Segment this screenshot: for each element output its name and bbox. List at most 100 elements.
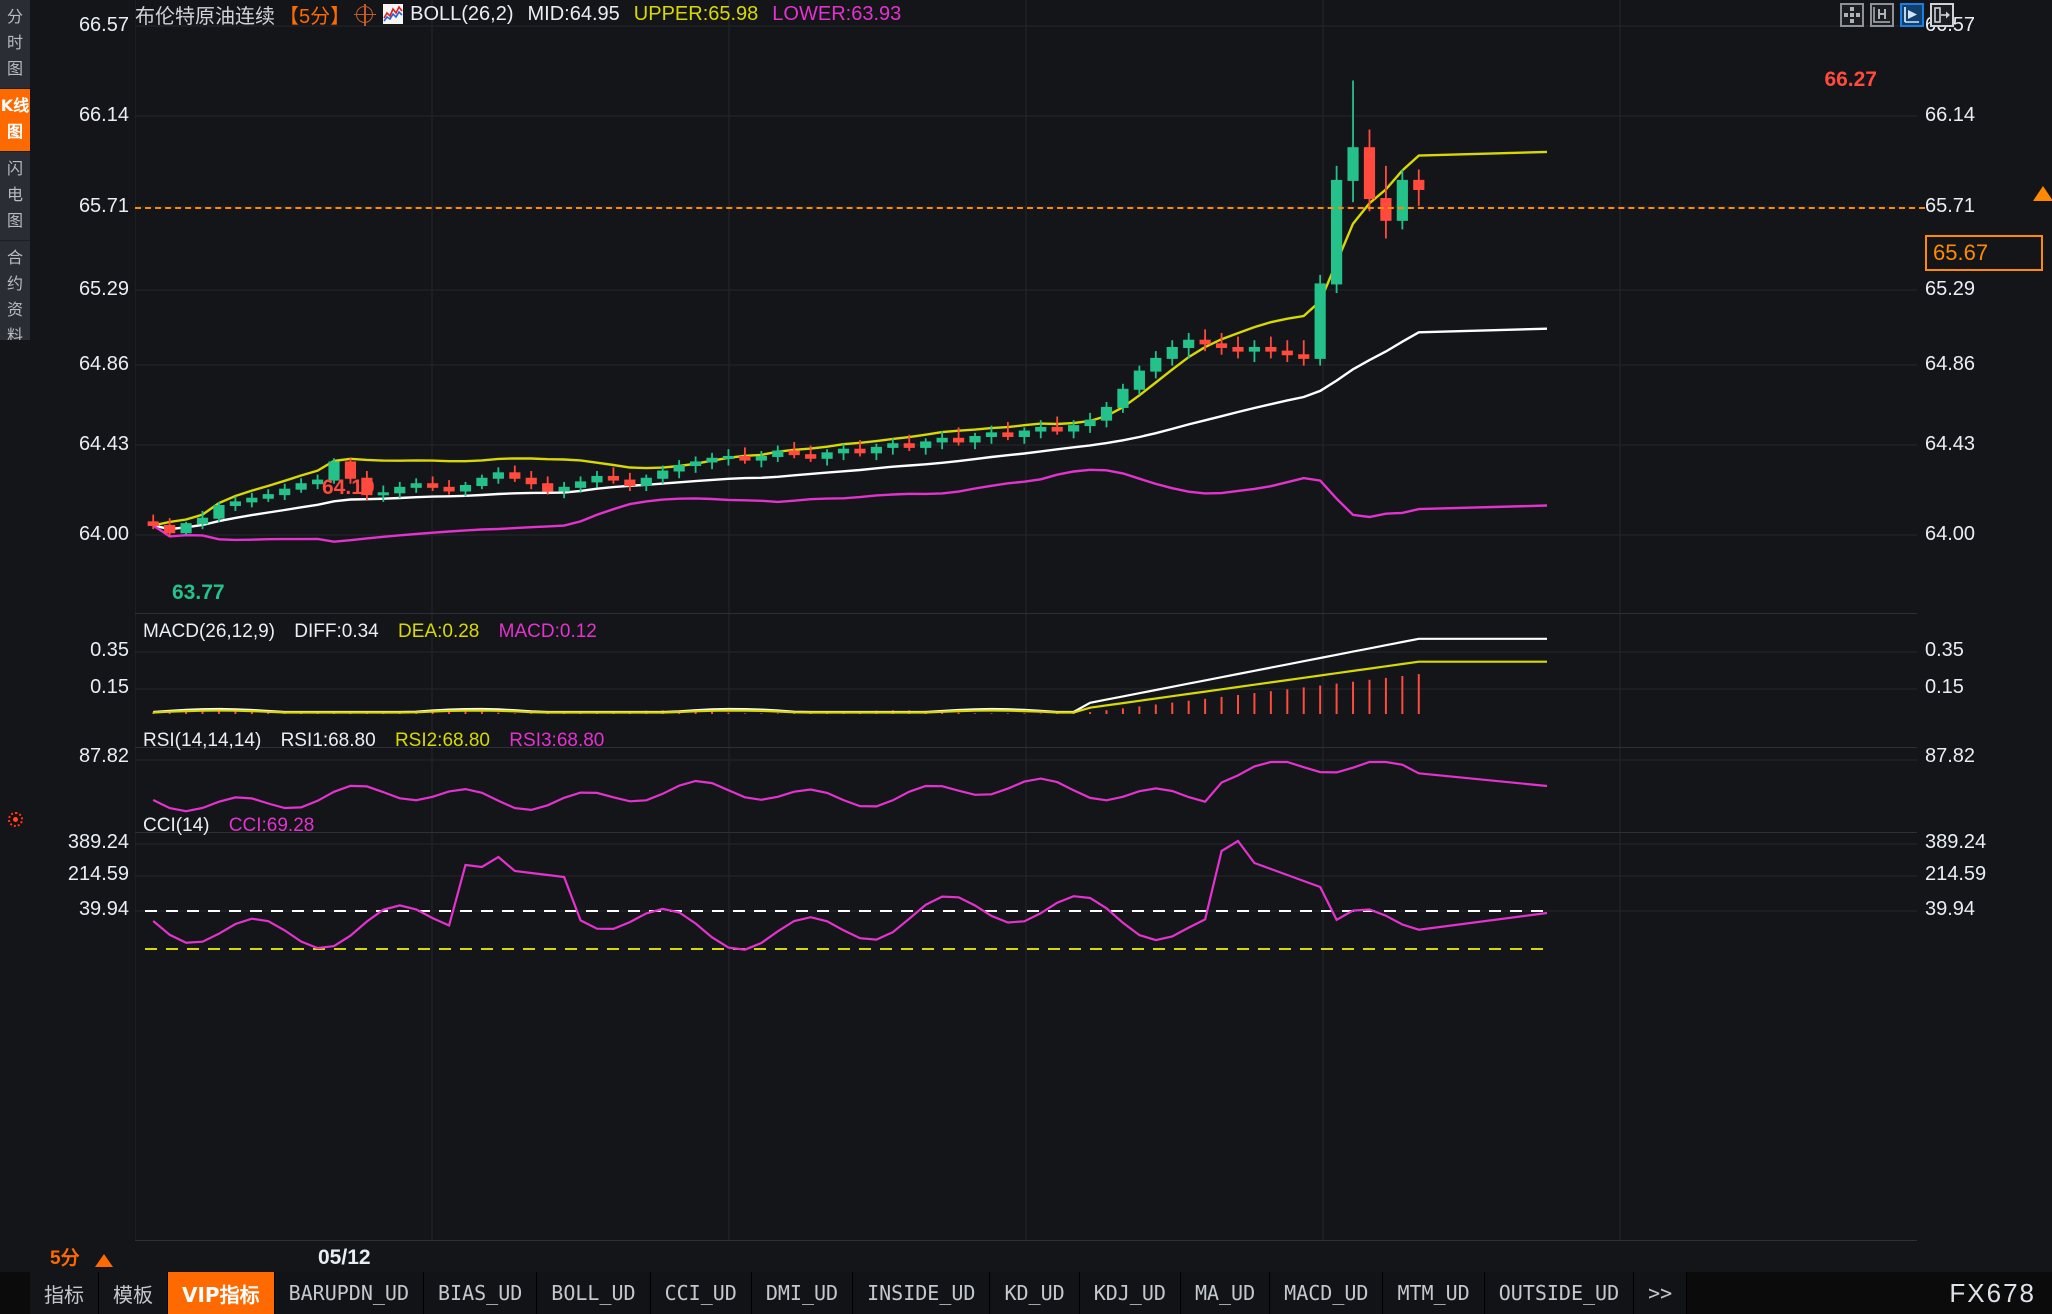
macd-macd-value: MACD:0.12 bbox=[498, 621, 597, 642]
chart-tool-buttons bbox=[1840, 3, 1954, 27]
boll-mid-value: MID:64.95 bbox=[527, 2, 620, 25]
annotation-period-high: 66.27 bbox=[1824, 68, 1877, 91]
boll-lower-value: LOWER:63.93 bbox=[772, 2, 902, 25]
tab-ma-ud[interactable]: MA_UD bbox=[1180, 1272, 1271, 1314]
tab-label: KDJ_UD bbox=[1093, 1281, 1166, 1305]
cci-value: CCI:69.28 bbox=[228, 815, 315, 836]
price-pane[interactable] bbox=[134, 0, 1917, 613]
price-tick-6-right: 64.00 bbox=[1925, 523, 1976, 545]
instrument-name: 布伦特原油连续 bbox=[135, 5, 275, 28]
boll-label: BOLL(26,2) bbox=[410, 2, 514, 25]
price-tick-1: 66.14 bbox=[78, 104, 129, 126]
cci-tick-2-right: 39.94 bbox=[1925, 898, 1976, 920]
crosshair-icon[interactable] bbox=[354, 3, 377, 26]
tab-[interactable]: 指标 bbox=[30, 1272, 99, 1314]
macd-tick-1-right: 0.15 bbox=[1925, 676, 1964, 698]
tab-vip[interactable]: VIP指标 bbox=[168, 1272, 275, 1314]
cci-title-label: CCI(14) bbox=[143, 815, 210, 836]
tab-bias-ud[interactable]: BIAS_UD bbox=[424, 1272, 538, 1314]
tab-label: BOLL_UD bbox=[551, 1281, 636, 1305]
macd-svg bbox=[134, 614, 1917, 748]
sidebar-filler bbox=[0, 340, 30, 1272]
price-tick-1-right: 66.14 bbox=[1925, 104, 1976, 126]
current-price-tag[interactable]: 65.67 bbox=[1925, 235, 2043, 271]
rsi-tick-0-right: 87.82 bbox=[1925, 745, 1976, 767]
rsi-pane-title: RSI(14,14,14) RSI1:68.80 RSI2:68.80 RSI3… bbox=[143, 730, 604, 752]
cci-tick-0-right: 389.24 bbox=[1925, 831, 1987, 853]
rsi-pane[interactable] bbox=[134, 747, 1917, 833]
price-candlestick-svg bbox=[134, 0, 1917, 613]
brand-logo: FX678 bbox=[1949, 1277, 2036, 1308]
tab-label: INSIDE_UD bbox=[867, 1281, 976, 1305]
tab-cci-ud[interactable]: CCI_UD bbox=[650, 1272, 752, 1314]
macd-tick-1: 0.15 bbox=[90, 676, 129, 698]
tab-kdj-ud[interactable]: KDJ_UD bbox=[1079, 1272, 1181, 1314]
sidebar-item-lightning[interactable]: 闪电图 bbox=[0, 152, 30, 241]
tab-boll-ud[interactable]: BOLL_UD bbox=[537, 1272, 651, 1314]
tab-macd-ud[interactable]: MACD_UD bbox=[1270, 1272, 1384, 1314]
shift-axis-icon[interactable] bbox=[1930, 3, 1954, 27]
price-tick-3: 65.29 bbox=[78, 278, 129, 300]
tab-label: 模板 bbox=[113, 1282, 153, 1307]
cci-tick-2: 39.94 bbox=[78, 898, 129, 920]
tab-label: VIP指标 bbox=[182, 1282, 260, 1307]
macd-tick-0: 0.35 bbox=[90, 639, 129, 661]
timeframe-up-triangle-icon[interactable] bbox=[95, 1254, 113, 1267]
tab-outside-ud[interactable]: OUTSIDE_UD bbox=[1484, 1272, 1635, 1314]
tab-label: BARUPDN_UD bbox=[288, 1281, 409, 1305]
price-tick-2-right: 65.71 bbox=[1925, 195, 1976, 217]
indicator-tabs: 指标 模板 VIP指标 BARUPDN_UD BIAS_UD BOLL_UD CCI_UD D… bbox=[30, 1272, 1688, 1314]
bottom-toolbar-pad bbox=[0, 1272, 30, 1314]
price-axis-right: 66.5766.1465.7165.2964.8664.4364.000.350… bbox=[1917, 0, 2052, 1272]
macd-dea-value: DEA:0.28 bbox=[398, 621, 480, 642]
cci-tick-1-right: 214.59 bbox=[1925, 863, 1987, 885]
tab-label: OUTSIDE_UD bbox=[1498, 1281, 1620, 1305]
tab-label: MTM_UD bbox=[1397, 1281, 1470, 1305]
tab-[interactable]: >> bbox=[1634, 1272, 1688, 1314]
current-price-dashed-line bbox=[135, 207, 1925, 209]
tab-mtm-ud[interactable]: MTM_UD bbox=[1383, 1272, 1485, 1314]
move-crosshair-icon[interactable] bbox=[1840, 3, 1864, 27]
macd-tick-0-right: 0.35 bbox=[1925, 639, 1964, 661]
expand-right-icon[interactable] bbox=[1900, 3, 1924, 27]
tab-inside-ud[interactable]: INSIDE_UD bbox=[853, 1272, 991, 1314]
boll-chart-icon[interactable] bbox=[383, 4, 404, 24]
price-tick-4-right: 64.86 bbox=[1925, 353, 1976, 375]
price-tick-6: 64.00 bbox=[78, 523, 129, 545]
macd-pane[interactable] bbox=[134, 613, 1917, 748]
chart-plot-area[interactable] bbox=[134, 0, 1917, 1272]
tab-[interactable]: 模板 bbox=[99, 1272, 168, 1314]
tab-dmi-ud[interactable]: DMI_UD bbox=[751, 1272, 854, 1314]
cci-tick-1: 214.59 bbox=[67, 863, 129, 885]
sidebar-item-kline-label: K线图 bbox=[0, 96, 30, 141]
sidebar-item-timeshare-label: 分时图 bbox=[6, 7, 23, 78]
tab-kd-ud[interactable]: KD_UD bbox=[990, 1272, 1080, 1314]
period-label: 【5分】 bbox=[279, 5, 351, 28]
tab-barupdn-ud[interactable]: BARUPDN_UD bbox=[274, 1272, 424, 1314]
macd-diff-value: DIFF:0.34 bbox=[294, 621, 379, 642]
rsi1-value: RSI1:68.80 bbox=[280, 730, 376, 751]
timeframe-label[interactable]: 5分 bbox=[50, 1248, 80, 1269]
measure-range-icon[interactable] bbox=[1870, 3, 1894, 27]
boll-upper-value: UPPER:65.98 bbox=[633, 2, 759, 25]
tab-label: DMI_UD bbox=[765, 1281, 839, 1305]
sidebar-item-timeshare[interactable]: 分时图 bbox=[0, 0, 30, 89]
record-indicator-icon[interactable] bbox=[8, 812, 23, 827]
tab-label: MA_UD bbox=[1194, 1281, 1256, 1305]
tab-label: >> bbox=[1648, 1281, 1673, 1305]
chart-header: 布伦特原油连续 【5分】 BOLL(26,2) MID:64.95 UPPER:… bbox=[135, 0, 901, 28]
sidebar-item-kline[interactable]: K线图 bbox=[0, 89, 30, 152]
sidebar-item-contract-info[interactable]: 合约资料 bbox=[0, 241, 30, 356]
price-tick-3-right: 65.29 bbox=[1925, 278, 1976, 300]
tab-label: CCI_UD bbox=[664, 1281, 737, 1305]
macd-title-label: MACD(26,12,9) bbox=[143, 621, 275, 642]
price-tick-4: 64.86 bbox=[78, 353, 129, 375]
rsi-tick-0: 87.82 bbox=[78, 745, 129, 767]
sidebar-item-lightning-label: 闪电图 bbox=[6, 159, 23, 230]
cci-pane-title: CCI(14) CCI:69.28 bbox=[143, 815, 314, 837]
price-tick-5-right: 64.43 bbox=[1925, 433, 1976, 455]
cci-pane[interactable] bbox=[134, 832, 1917, 1241]
cci-tick-0: 389.24 bbox=[67, 831, 129, 853]
tab-label: 指标 bbox=[44, 1282, 84, 1307]
